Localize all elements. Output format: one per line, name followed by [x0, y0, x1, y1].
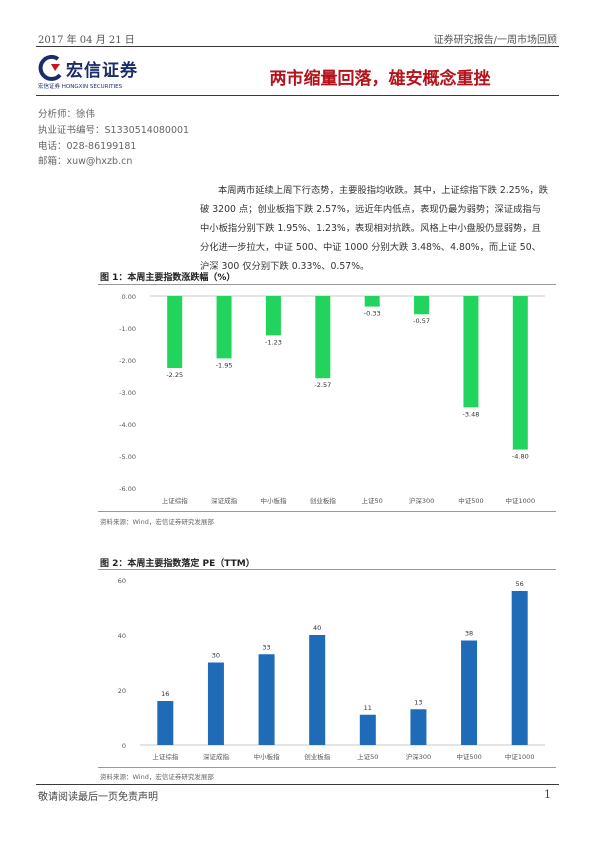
x-tick-label: 沪深300	[409, 496, 434, 505]
y-tick-label: -3.00	[119, 389, 136, 397]
figure-2-top-border	[98, 569, 556, 570]
bar	[258, 654, 275, 745]
analyst-phone: 电话：028-86199181	[38, 141, 137, 152]
report-date: 2017 年 04 月 21 日	[38, 35, 135, 46]
x-tick-label: 深证成指	[211, 496, 238, 505]
bar	[167, 296, 183, 368]
x-tick-label: 上证50	[362, 496, 383, 505]
company-logo: 宏信证券 宏信证券 HONGXIN SECURITIES	[38, 55, 158, 91]
y-tick-label: 0.00	[122, 293, 136, 301]
figure-1-chart: 0.00 -1.00 -2.00 -3.00 -4.00 -5.00 -6.00 -2.25 上…	[119, 293, 545, 505]
analyst-cert: 执业证书编号：S1330514080001	[38, 125, 190, 136]
figure-1-title: 图 1：本周主要指数涨跌幅（%）	[100, 273, 236, 283]
data-label: -1.95	[216, 361, 233, 369]
logo-name-en: 宏信证券 HONGXIN SECURITIES	[38, 84, 123, 90]
figure-2-bottom-border	[98, 767, 556, 768]
figure-1-source: 资料来源：Wind，宏信证券研究发展部	[100, 518, 214, 526]
x-tick-label: 创业板指	[304, 752, 331, 761]
data-label: -4.80	[512, 453, 529, 461]
x-tick-label: 上证50	[357, 752, 378, 761]
data-label: -0.57	[413, 317, 430, 325]
bar	[359, 714, 376, 745]
bar	[216, 296, 232, 359]
y-tick-label: 20	[118, 687, 126, 695]
data-label: -1.23	[265, 338, 282, 346]
summary-paragraph: 本周两市延续上周下行态势，主要股指均收跌。其中，上证综指下跌 2.25%，跌破 …	[200, 185, 548, 272]
bar	[414, 296, 430, 315]
bar	[265, 296, 281, 336]
data-label: 30	[212, 652, 220, 660]
logo-name-cn: 宏信证券	[66, 61, 138, 81]
data-label: -0.33	[364, 310, 381, 318]
y-tick-label: -1.00	[119, 325, 136, 333]
bar	[511, 591, 528, 745]
figure-2-chart: 60 40 20 0 16 上证综指 30 深证成指 33 中小板指 40 创业板指 11 上证50 13 沪…	[118, 577, 545, 761]
title-rule	[36, 95, 559, 96]
figure-1-top-border	[98, 284, 556, 285]
logo-mark-icon	[38, 55, 62, 81]
data-label: 13	[414, 698, 422, 706]
y-tick-label: -2.00	[119, 357, 136, 365]
bar	[309, 635, 326, 745]
bar	[512, 296, 528, 450]
header-rule	[36, 46, 559, 47]
analyst-email: 邮箱：xuw@hxzb.cn	[38, 156, 133, 167]
y-tick-label: -4.00	[119, 421, 136, 429]
data-label: 11	[364, 704, 372, 712]
data-label: 38	[465, 630, 473, 638]
figure-2-source: 资料来源：Wind，宏信证券研究发展部	[100, 773, 214, 781]
report-category: 证券研究报告/一周市场回顾	[433, 35, 557, 46]
bar	[157, 701, 174, 745]
data-label: -2.57	[314, 381, 331, 389]
x-tick-label: 中证500	[456, 752, 481, 761]
x-tick-label: 中小板指	[260, 496, 287, 505]
x-tick-label: 中证500	[458, 496, 483, 505]
analyst-name: 分析师：徐伟	[38, 109, 96, 120]
bar	[315, 296, 331, 379]
page-number: 1	[544, 788, 551, 801]
figure-1-bottom-border	[98, 511, 556, 512]
x-tick-label: 中小板指	[254, 752, 281, 761]
x-tick-label: 深证成指	[203, 752, 230, 761]
report-title: 两市缩量回落，雄安概念重挫	[269, 69, 491, 89]
footer-rule	[36, 784, 559, 785]
y-tick-label: 60	[118, 577, 126, 585]
y-tick-label: 40	[118, 632, 126, 640]
bar	[410, 709, 427, 745]
data-label: 56	[516, 580, 524, 588]
x-tick-label: 创业板指	[310, 496, 337, 505]
bar	[364, 296, 380, 307]
footer-disclaimer: 敬请阅读最后一页免责声明	[38, 792, 158, 803]
data-label: -3.48	[463, 410, 480, 418]
x-tick-label: 中证1000	[505, 752, 535, 761]
y-tick-label: -6.00	[119, 485, 136, 493]
y-tick-label: 0	[122, 742, 126, 750]
x-tick-label: 上证综指	[162, 496, 189, 505]
figure-2-title: 图 2：本周主要指数落定 PE（TTM）	[100, 559, 255, 569]
bar	[207, 662, 224, 745]
y-tick-label: -5.00	[119, 453, 136, 461]
data-label: -2.25	[166, 371, 183, 379]
data-label: 16	[161, 690, 169, 698]
data-label: 40	[313, 624, 321, 632]
bar	[463, 296, 479, 408]
x-tick-label: 沪深300	[406, 752, 431, 761]
data-label: 33	[262, 643, 270, 651]
x-tick-label: 上证综指	[152, 752, 179, 761]
bar	[461, 640, 478, 745]
x-tick-label: 中证1000	[506, 496, 536, 505]
